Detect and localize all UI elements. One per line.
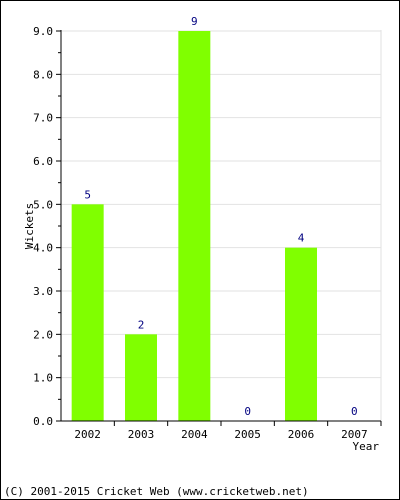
value-labels: 5 2 9 0 4 0 xyxy=(84,15,357,418)
y-tick-label: 4.0 xyxy=(33,242,53,255)
value-label: 5 xyxy=(84,188,91,201)
y-tick-label: 7.0 xyxy=(33,112,53,125)
y-tick-label: 1.0 xyxy=(33,372,53,385)
x-tick-labels: 2002 2003 2004 2005 2006 2007 xyxy=(74,428,367,441)
y-tick-label: 0.0 xyxy=(33,415,53,428)
copyright-footer: (C) 2001-2015 Cricket Web (www.cricketwe… xyxy=(4,485,309,498)
bar xyxy=(178,31,211,421)
y-tick-label: 5.0 xyxy=(33,198,53,211)
y-axis-label: Wickets xyxy=(23,203,36,249)
y-tick-label: 9.0 xyxy=(33,25,53,38)
y-tick-label: 3.0 xyxy=(33,285,53,298)
bar xyxy=(125,334,157,421)
x-axis-label: Year xyxy=(353,440,380,453)
bars xyxy=(71,31,317,421)
y-tick-labels: 0.0 1.0 2.0 3.0 4.0 5.0 6.0 7.0 8.0 9.0 xyxy=(33,25,53,428)
x-tick-label: 2006 xyxy=(288,428,315,441)
y-tick-label: 6.0 xyxy=(33,155,53,168)
x-tick-label: 2005 xyxy=(234,428,261,441)
value-label: 4 xyxy=(298,232,305,245)
value-label: 9 xyxy=(191,15,198,28)
x-tick-label: 2004 xyxy=(181,428,208,441)
x-tick-label: 2003 xyxy=(128,428,155,441)
x-tick-label: 2007 xyxy=(341,428,368,441)
y-tick-label: 2.0 xyxy=(33,328,53,341)
value-label: 2 xyxy=(138,318,145,331)
value-label: 0 xyxy=(244,405,251,418)
y-tick-label: 8.0 xyxy=(33,68,53,81)
grid-lines xyxy=(61,30,382,421)
bar xyxy=(71,204,104,421)
axes xyxy=(56,30,382,426)
x-tick-label: 2002 xyxy=(74,428,101,441)
value-label: 0 xyxy=(351,405,358,418)
bar xyxy=(285,247,317,421)
